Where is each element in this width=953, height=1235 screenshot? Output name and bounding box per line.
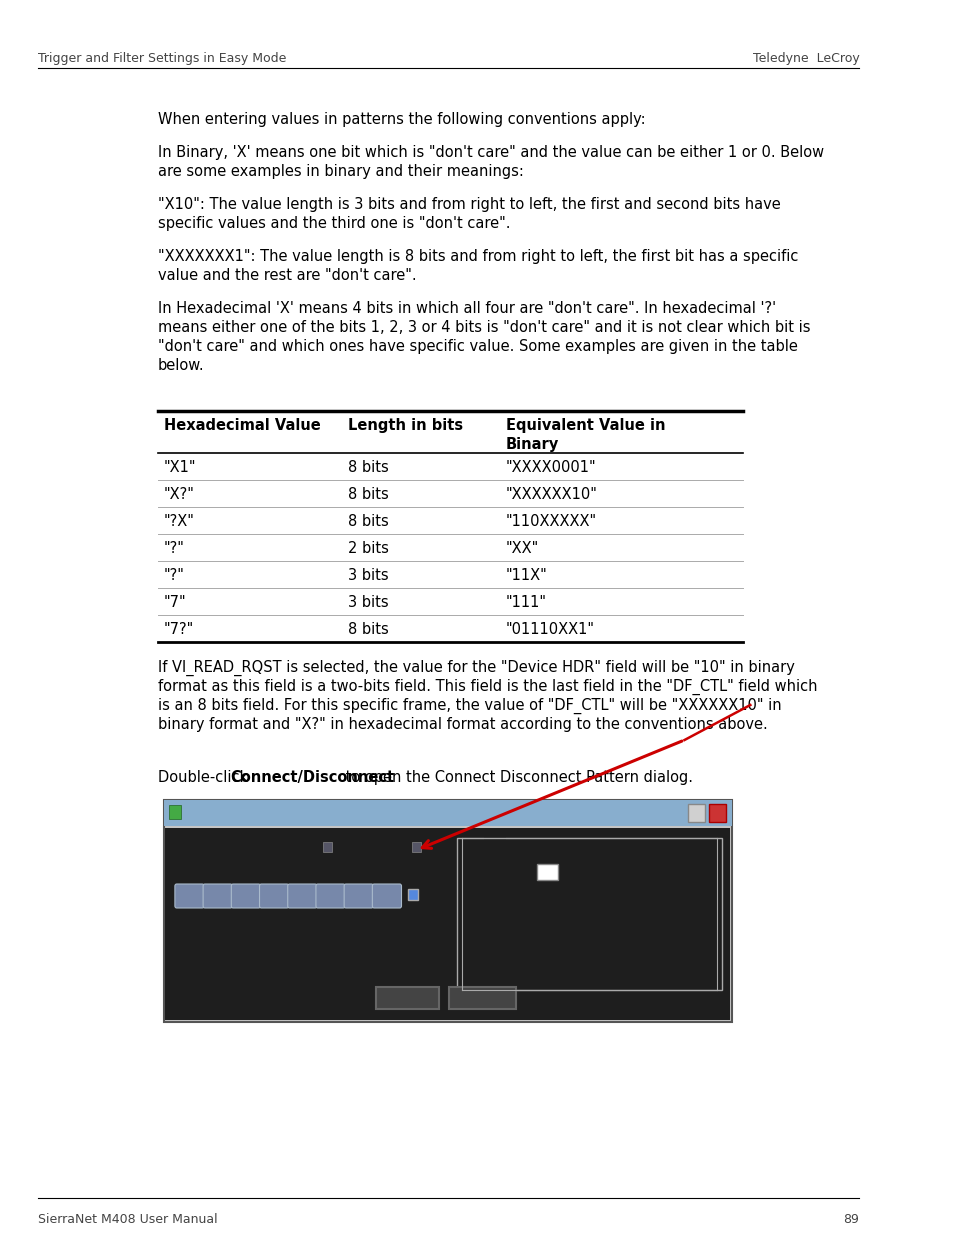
Text: P8: P8 — [378, 895, 395, 905]
FancyBboxPatch shape — [231, 884, 260, 908]
Text: "XXXXXXX1": The value length is 8 bits and from right to left, the first bit has: "XXXXXXX1": The value length is 8 bits a… — [158, 249, 798, 264]
Text: Equivalent Value in: Equivalent Value in — [505, 417, 664, 433]
Text: "7?": "7?" — [163, 622, 193, 637]
FancyBboxPatch shape — [174, 884, 204, 908]
Text: P1: P1 — [181, 895, 197, 905]
Text: "01110XX1": "01110XX1" — [505, 622, 594, 637]
Text: is an 8 bits field. For this specific frame, the value of "DF_CTL" will be "XXXX: is an 8 bits field. For this specific fr… — [158, 698, 781, 714]
Text: Disconnect: Disconnect — [424, 848, 497, 862]
Text: "don't care" and which ones have specific value. Some examples are given in the : "don't care" and which ones have specifi… — [158, 338, 797, 354]
Text: Teledyne  LeCroy: Teledyne LeCroy — [752, 52, 859, 65]
Text: occurrence on each link: occurrence on each link — [561, 866, 702, 879]
Text: are some examples in binary and their meanings:: are some examples in binary and their me… — [158, 164, 523, 179]
Text: "X?": "X?" — [163, 487, 194, 501]
Text: Trigger and Filter Settings in Easy Mode: Trigger and Filter Settings in Easy Mode — [37, 52, 286, 65]
Text: ✓: ✓ — [408, 894, 416, 904]
Bar — [163, 800, 731, 1023]
Text: SierraNet M408 User Manual: SierraNet M408 User Manual — [37, 1213, 217, 1226]
Text: 3 bits: 3 bits — [348, 595, 388, 610]
FancyBboxPatch shape — [203, 884, 232, 908]
Text: P5: P5 — [294, 895, 310, 905]
Text: Trigger on the: Trigger on the — [466, 866, 549, 879]
Text: When entering values in patterns the following conventions apply:: When entering values in patterns the fol… — [158, 112, 645, 127]
Text: "110XXXXX": "110XXXXX" — [505, 514, 597, 529]
Text: "7": "7" — [163, 595, 186, 610]
Text: "111": "111" — [505, 595, 546, 610]
Text: P3: P3 — [237, 895, 253, 905]
Text: P6: P6 — [322, 895, 338, 905]
FancyBboxPatch shape — [288, 884, 316, 908]
Bar — [537, 864, 557, 881]
Text: 3 bits: 3 bits — [348, 568, 388, 583]
Text: ?: ? — [696, 805, 702, 818]
Text: P7: P7 — [351, 895, 366, 905]
Text: 8 bits: 8 bits — [348, 459, 388, 475]
Text: "?": "?" — [163, 568, 184, 583]
Text: Binary: Binary — [505, 437, 558, 452]
Text: Connect/Disconnect: Connect/Disconnect — [184, 805, 318, 818]
Bar — [322, 842, 332, 852]
Text: below.: below. — [158, 358, 204, 373]
Text: 89: 89 — [842, 1213, 859, 1226]
Bar — [169, 805, 180, 819]
Text: format as this field is a two-bits field. This field is the last field in the "D: format as this field is a two-bits field… — [158, 679, 817, 695]
Text: "?": "?" — [163, 541, 184, 556]
FancyBboxPatch shape — [315, 884, 345, 908]
Text: "X10": The value length is 3 bits and from right to left, the first and second b: "X10": The value length is 3 bits and fr… — [158, 198, 780, 212]
FancyBboxPatch shape — [375, 987, 438, 1009]
Text: "X1": "X1" — [163, 459, 196, 475]
Text: Count: Count — [572, 840, 606, 853]
Text: "XX": "XX" — [505, 541, 538, 556]
Bar — [165, 827, 729, 1020]
Text: Connect: Connect — [335, 848, 390, 862]
Text: to open the Connect Disconnect Pattern dialog.: to open the Connect Disconnect Pattern d… — [340, 769, 692, 785]
FancyBboxPatch shape — [456, 839, 721, 990]
Text: OK: OK — [397, 997, 416, 1010]
Text: Length in bits: Length in bits — [348, 417, 462, 433]
Text: 1: 1 — [543, 872, 551, 885]
Text: 2 bits: 2 bits — [348, 541, 388, 556]
Text: "XXXX0001": "XXXX0001" — [505, 459, 596, 475]
FancyBboxPatch shape — [259, 884, 289, 908]
Text: 8 bits: 8 bits — [348, 514, 388, 529]
Text: "?X": "?X" — [163, 514, 194, 529]
Text: specific values and the third one is "don't care".: specific values and the third one is "do… — [158, 216, 510, 231]
Text: P4: P4 — [266, 895, 282, 905]
Text: "11X": "11X" — [505, 568, 547, 583]
Text: 8 bits: 8 bits — [348, 622, 388, 637]
Text: 8 bits: 8 bits — [348, 487, 388, 501]
Text: Connect/Disconnect: Connect/Disconnect — [230, 769, 394, 785]
Text: value and the rest are "don't care".: value and the rest are "don't care". — [158, 268, 416, 283]
Text: x: x — [716, 805, 724, 818]
Text: In Binary, 'X' means one bit which is "don't care" and the value can be either 1: In Binary, 'X' means one bit which is "d… — [158, 144, 823, 161]
Text: Hexadecimal Value: Hexadecimal Value — [163, 417, 320, 433]
Text: means either one of the bits 1, 2, 3 or 4 bits is "don't care" and it is not cle: means either one of the bits 1, 2, 3 or … — [158, 320, 810, 335]
Text: Cancel: Cancel — [459, 997, 504, 1010]
Text: If VI_READ_RQST is selected, the value for the "Device HDR" field will be "10" i: If VI_READ_RQST is selected, the value f… — [158, 659, 794, 677]
FancyBboxPatch shape — [448, 987, 516, 1009]
Text: P2: P2 — [210, 895, 225, 905]
Text: binary format and "X?" in hexadecimal format according to the conventions above.: binary format and "X?" in hexadecimal fo… — [158, 718, 767, 732]
FancyBboxPatch shape — [344, 884, 373, 908]
FancyBboxPatch shape — [687, 804, 704, 823]
Text: Double-click: Double-click — [158, 769, 253, 785]
Text: Check All: Check All — [422, 890, 479, 903]
FancyBboxPatch shape — [708, 804, 725, 823]
Bar — [163, 800, 731, 826]
Text: "XXXXXX10": "XXXXXX10" — [505, 487, 597, 501]
Bar — [412, 842, 421, 852]
Bar — [408, 889, 418, 900]
Text: In Hexadecimal 'X' means 4 bits in which all four are "don't care". In hexadecim: In Hexadecimal 'X' means 4 bits in which… — [158, 301, 776, 316]
FancyBboxPatch shape — [372, 884, 401, 908]
